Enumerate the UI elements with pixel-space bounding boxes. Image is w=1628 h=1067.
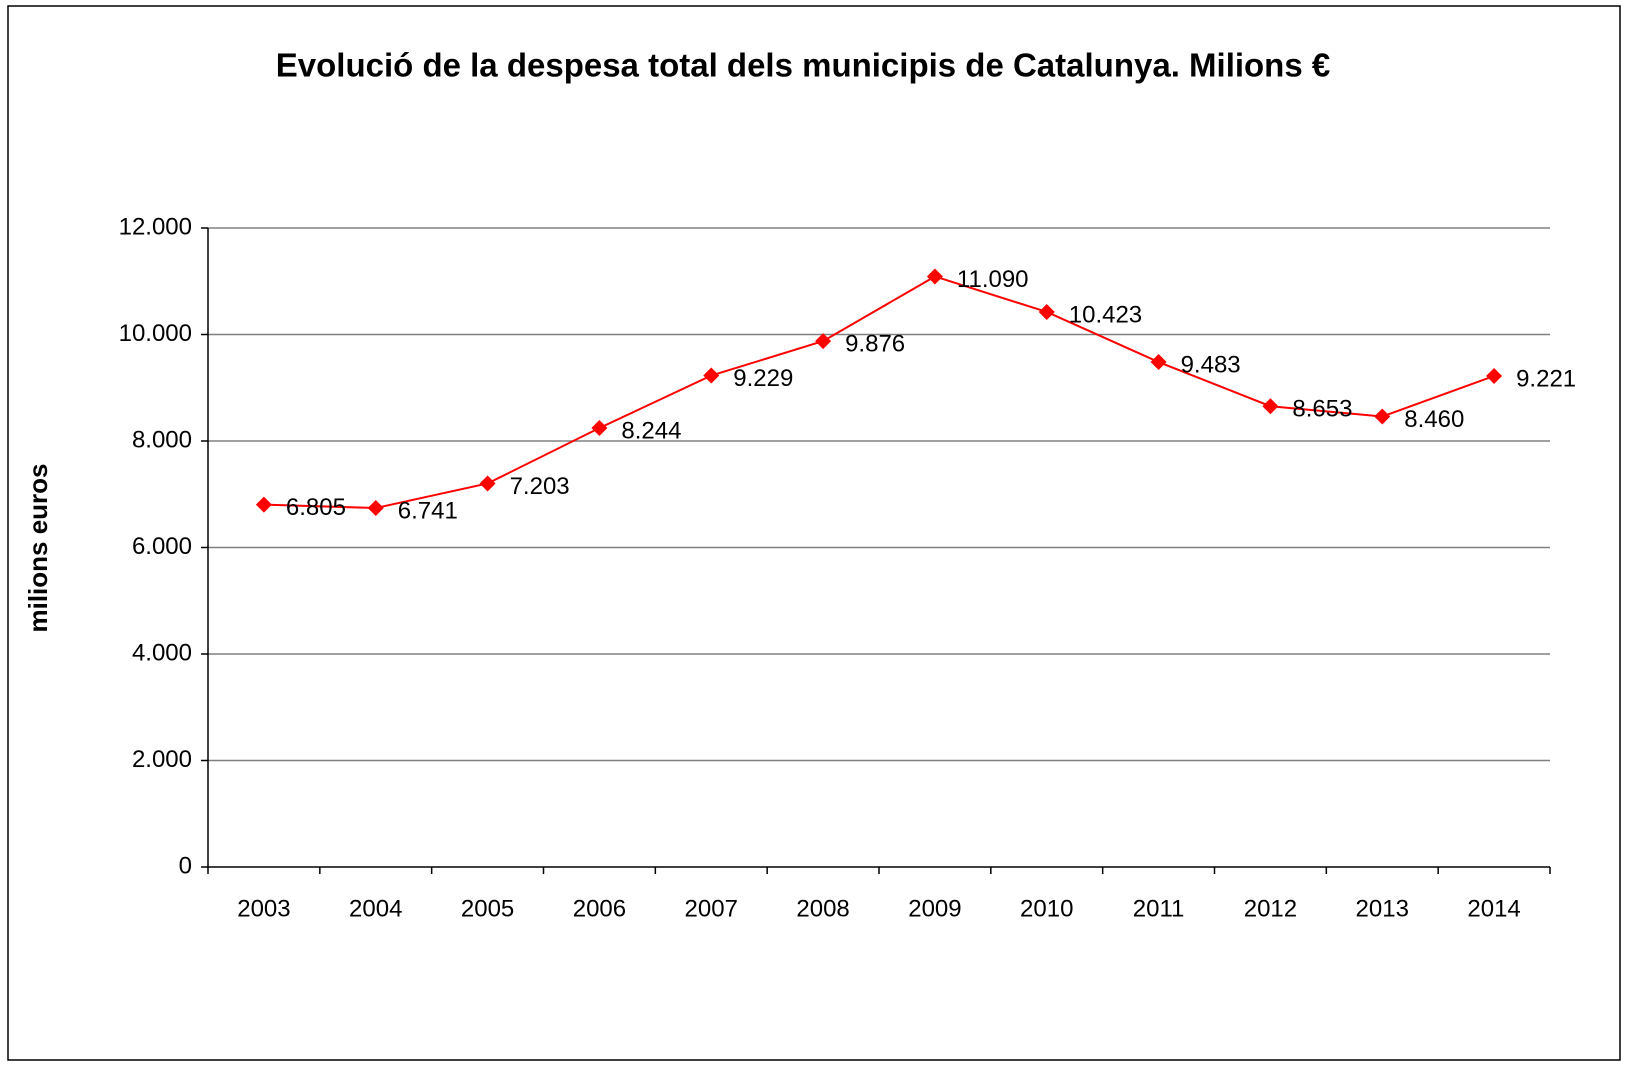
y-tick-label: 12.000 [119,213,192,240]
data-label: 6.741 [398,497,458,524]
x-tick-label: 2012 [1244,895,1297,922]
marker [1374,408,1391,425]
data-label: 11.090 [957,266,1029,293]
data-label: 7.203 [510,473,570,500]
data-label: 9.876 [845,330,905,357]
marker [1150,354,1167,371]
y-tick-label: 6.000 [132,533,192,560]
marker [1262,398,1279,415]
x-tick-label: 2004 [349,895,402,922]
data-label: 8.460 [1404,406,1464,433]
marker [815,333,832,350]
data-label: 6.805 [286,494,346,521]
x-tick-label: 2007 [685,895,738,922]
x-tick-label: 2011 [1133,895,1185,922]
marker [1486,367,1503,384]
x-tick-label: 2013 [1356,895,1409,922]
data-label: 10.423 [1069,301,1142,328]
marker [479,475,496,492]
data-label: 8.653 [1292,396,1352,423]
y-tick-label: 0 [179,852,192,879]
marker [367,500,384,517]
series-line [263,275,1495,510]
x-tick-label: 2009 [908,895,961,922]
x-tick-label: 2005 [461,895,514,922]
marker [1038,303,1055,320]
y-tick-label: 10.000 [119,320,192,347]
x-tick-label: 2014 [1467,895,1520,922]
marker [591,420,608,437]
chart-title: Evolució de la despesa total dels munici… [276,47,1330,84]
marker [926,268,943,285]
data-label: 9.483 [1181,351,1241,378]
data-label: 9.229 [733,365,793,392]
x-tick-label: 2006 [573,895,626,922]
y-axis-label: milions euros [23,463,53,632]
x-tick-label: 2010 [1020,895,1073,922]
y-tick-label: 2.000 [132,746,192,773]
chart-border [7,5,1621,1061]
x-tick-label: 2008 [796,895,849,922]
data-label: 8.244 [621,417,681,444]
x-tick-label: 2003 [237,895,290,922]
marker [255,496,272,513]
y-tick-label: 8.000 [132,426,192,453]
data-label: 9.221 [1516,365,1576,392]
marker [703,367,720,384]
y-tick-label: 4.000 [132,639,192,666]
